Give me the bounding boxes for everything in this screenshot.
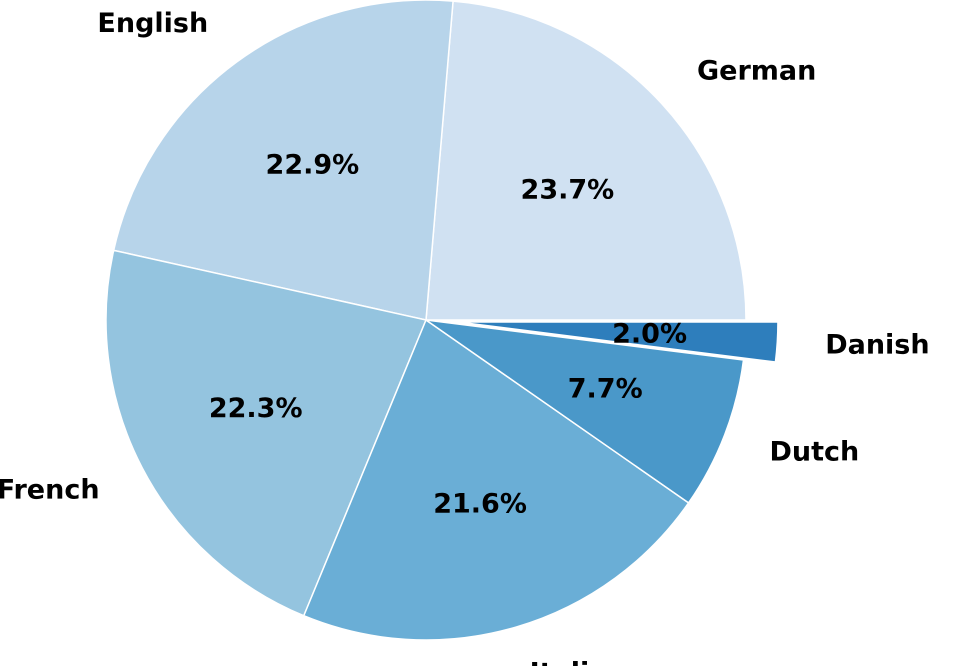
pie-slice-french bbox=[105, 249, 427, 617]
category-label-french: French bbox=[0, 474, 100, 505]
category-label-italian: Italian bbox=[530, 658, 627, 666]
pct-label-english: 22.9% bbox=[266, 150, 360, 181]
category-label-english: English bbox=[97, 8, 208, 39]
pct-label-german: 23.7% bbox=[521, 175, 615, 206]
pct-label-danish: 2.0% bbox=[612, 319, 687, 350]
category-label-danish: Danish bbox=[825, 330, 929, 361]
pie-slice-dutch bbox=[425, 319, 745, 504]
pie-slices bbox=[105, 0, 779, 641]
pct-label-dutch: 7.7% bbox=[568, 373, 643, 404]
category-labels: German English French Italian Dutch Danish bbox=[0, 8, 930, 666]
pie-slice-italian bbox=[303, 319, 690, 641]
pie-slice-german bbox=[425, 0, 747, 321]
pct-label-french: 22.3% bbox=[209, 393, 303, 424]
category-label-dutch: Dutch bbox=[770, 436, 860, 467]
pie-slice-english bbox=[112, 0, 454, 321]
category-label-german: German bbox=[697, 56, 816, 87]
pct-label-italian: 21.6% bbox=[433, 489, 527, 520]
pie-slice-danish bbox=[457, 321, 779, 363]
percentage-labels: 23.7% 22.9% 22.3% 21.6% 7.7% 2.0% bbox=[209, 150, 687, 520]
